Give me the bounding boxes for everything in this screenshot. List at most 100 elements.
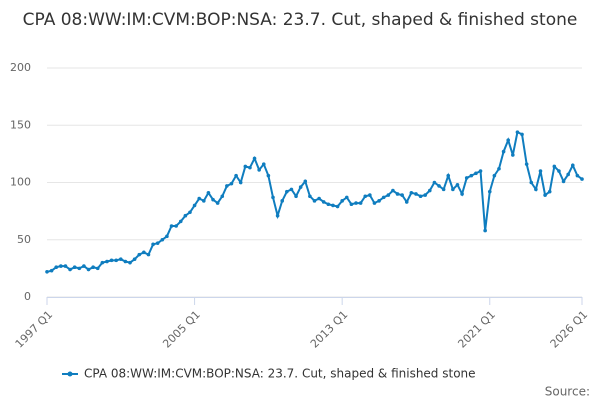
data-point — [72, 265, 77, 270]
data-point — [349, 202, 354, 207]
data-point — [188, 210, 192, 215]
y-tick-label: 50 — [17, 233, 31, 246]
data-point — [404, 200, 409, 204]
data-point — [128, 260, 132, 265]
data-point — [354, 201, 358, 205]
x-tick-label: 2013 Q1 — [308, 308, 351, 351]
data-point — [197, 196, 201, 201]
data-point — [437, 184, 441, 188]
data-point — [68, 267, 72, 272]
data-point — [123, 259, 128, 264]
data-point — [238, 180, 243, 185]
data-point — [377, 199, 381, 203]
legend: CPA 08:WW:IM:CVM:BOP:NSA: 23.7. Cut, sha… — [62, 367, 476, 381]
data-point — [557, 169, 561, 173]
data-point — [45, 270, 49, 274]
data-point — [391, 188, 395, 193]
data-point — [183, 213, 188, 218]
data-point — [294, 194, 298, 199]
data-point — [211, 197, 215, 202]
y-tick-label: 0 — [24, 290, 31, 303]
data-point — [234, 173, 238, 178]
data-point — [552, 164, 557, 169]
data-point — [114, 258, 118, 263]
data-point — [86, 267, 91, 272]
source: Source: — [545, 385, 590, 399]
data-point — [142, 250, 146, 255]
data-point — [428, 188, 432, 193]
data-point — [165, 234, 169, 239]
data-point — [455, 182, 460, 187]
data-point — [529, 180, 534, 185]
data-point — [368, 193, 372, 197]
data-point — [451, 187, 455, 192]
data-point — [340, 199, 344, 203]
data-point — [441, 187, 446, 192]
data-point — [118, 257, 123, 262]
data-point — [59, 264, 63, 268]
data-point — [155, 241, 160, 245]
data-point — [174, 224, 178, 228]
data-point — [321, 200, 326, 204]
data-point — [266, 173, 271, 178]
data-point — [229, 181, 234, 186]
data-point — [372, 201, 377, 205]
data-point — [400, 193, 404, 197]
data-point — [192, 203, 197, 208]
data-point — [77, 266, 82, 271]
data-point — [464, 176, 469, 180]
data-point — [206, 191, 211, 195]
data-point — [414, 192, 418, 196]
data-point — [169, 224, 174, 228]
legend-label: CPA 08:WW:IM:CVM:BOP:NSA: 23.7. Cut, sha… — [84, 367, 476, 381]
data-point — [243, 164, 248, 169]
data-point — [326, 202, 331, 207]
data-point — [271, 195, 275, 200]
y-tick-label: 100 — [10, 176, 31, 189]
data-point — [524, 162, 529, 166]
data-point — [335, 204, 340, 209]
data-point — [487, 189, 492, 194]
data-point — [566, 172, 570, 177]
data-point — [275, 213, 280, 218]
data-point — [331, 203, 335, 208]
x-tick-label: 1997 Q1 — [13, 308, 56, 351]
data-point — [344, 195, 349, 200]
data-point — [386, 193, 391, 197]
data-point — [534, 187, 538, 192]
data-point — [261, 162, 266, 166]
data-point — [100, 260, 105, 265]
data-point — [492, 173, 497, 178]
data-point — [252, 156, 257, 161]
data-point — [409, 191, 414, 195]
data-point — [460, 192, 464, 196]
data-point — [303, 179, 308, 184]
data-point — [483, 228, 487, 233]
data-point — [202, 199, 206, 203]
data-point — [95, 266, 100, 271]
data-point — [363, 194, 368, 199]
data-point — [358, 201, 363, 205]
data-point — [248, 165, 252, 170]
data-point — [317, 196, 321, 201]
data-point — [520, 132, 524, 137]
data-point — [257, 168, 261, 172]
data-point — [178, 219, 183, 224]
data-point — [225, 184, 229, 188]
data-point — [160, 237, 165, 242]
data-point — [220, 194, 225, 199]
data-point — [474, 171, 478, 176]
data-point — [543, 193, 547, 197]
data-point — [446, 173, 451, 178]
y-tick-label: 200 — [10, 61, 31, 74]
data-point — [570, 163, 575, 168]
data-point — [515, 130, 520, 134]
y-tick-label: 150 — [10, 118, 31, 131]
data-point — [418, 194, 423, 199]
x-tick-label: 2026 Q1 — [548, 308, 591, 351]
data-point — [285, 189, 289, 194]
data-point — [215, 201, 220, 205]
data-point — [63, 264, 68, 268]
x-tick-label: 2021 Q1 — [455, 308, 498, 351]
